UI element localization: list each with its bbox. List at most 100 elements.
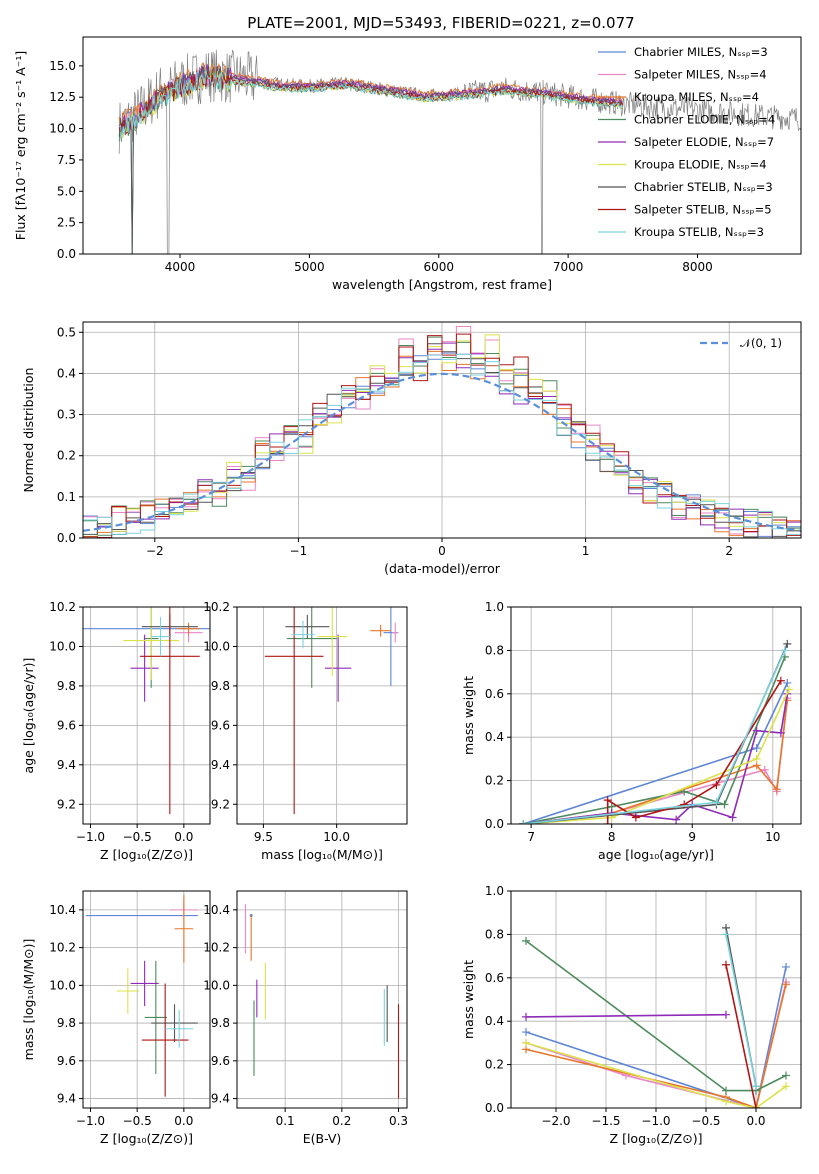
x-tick-label: 0.0	[174, 1114, 193, 1128]
plus-marker	[722, 1010, 730, 1019]
x-tick-label: 9	[688, 830, 696, 844]
x-axis-label: age [log₁₀(age/yr)]	[598, 847, 714, 862]
plot-area	[244, 904, 400, 1099]
x-axis-label: Z [log₁₀(Z/Z⊙)]	[100, 847, 193, 862]
figure-title: PLATE=2001, MJD=53493, FIBERID=0221, z=0…	[247, 14, 634, 32]
error-bar-point	[165, 1009, 194, 1048]
plus-marker	[722, 1086, 730, 1095]
x-tick-label: −0.5	[123, 830, 152, 844]
plus-marker	[760, 765, 769, 774]
y-tick-label: 0.8	[485, 643, 504, 657]
error-bar-point	[317, 607, 347, 677]
y-tick-label: 0.0	[485, 817, 504, 831]
x-tick-label: −0.5	[123, 1114, 152, 1128]
x-tick-label: 1	[582, 544, 590, 558]
y-tick-label: 10.2	[49, 941, 76, 955]
plot-area	[118, 49, 801, 254]
plus-marker	[603, 820, 612, 824]
y-axis-label: mass weight	[461, 676, 476, 755]
axes-frame	[236, 890, 408, 1109]
panel-age-vs-mass: 9.5 10.0 9.2 9.4 9.6 9.8 10.0 10.2 mass [log₁₀(M…	[203, 600, 408, 862]
error-bar-point	[116, 968, 140, 1014]
plus-marker	[752, 1082, 760, 1091]
x-axis-label: Z [log₁₀(Z/Z⊙)]	[610, 1131, 703, 1146]
y-tick-label: 10.2	[49, 600, 76, 614]
x-tick-label: 10	[765, 830, 780, 844]
y-tick-label: 0.2	[485, 774, 504, 788]
mass-weight-line	[725, 964, 757, 1108]
axes-frame	[236, 606, 408, 825]
x-axis-label: mass [log₁₀(M/M⊙)]	[261, 847, 383, 862]
y-tick-label: 10.2	[203, 600, 230, 614]
y-tick-label: 1.0	[485, 884, 504, 898]
error-bar-point	[264, 607, 324, 815]
axes-frame	[82, 890, 211, 1109]
spectrum-model-line	[118, 69, 623, 254]
y-tick-label: 7.5	[57, 153, 76, 167]
legend-label: Salpeter ELODIE, Nₛₛₚ=7	[634, 135, 774, 149]
y-tick-label: 0.2	[57, 449, 76, 463]
y-tick-label: 9.8	[211, 1016, 230, 1030]
plus-marker	[519, 820, 528, 824]
x-tick-label: −0.5	[691, 1114, 720, 1128]
plus-marker	[752, 1104, 760, 1108]
x-tick-label: −1.0	[641, 1114, 670, 1128]
mass-weight-line	[523, 689, 790, 824]
error-bar-point	[151, 616, 170, 657]
plus-marker	[603, 796, 612, 805]
y-tick-label: 9.8	[211, 679, 230, 693]
y-tick-label: 9.4	[211, 758, 230, 772]
error-bar-point	[291, 620, 315, 649]
axes-frame	[82, 606, 211, 825]
plus-marker	[522, 1012, 530, 1021]
y-tick-label: 10.2	[203, 941, 230, 955]
panel-massweight-vs-age: 7 8 9 10 0.0 0.2 0.4 0.6 0.8 1.0 age [log₁₀(age/yr…	[461, 600, 802, 862]
plus-marker	[720, 800, 729, 809]
plus-marker	[728, 813, 737, 822]
mass-weight-line	[725, 934, 757, 1087]
y-tick-label: 10.4	[49, 903, 76, 917]
y-tick-label: 9.2	[57, 797, 76, 811]
y-tick-label: 10.0	[203, 639, 230, 653]
plot-area	[522, 923, 790, 1108]
x-tick-label: 6000	[423, 260, 454, 274]
error-bar-point	[141, 983, 189, 1097]
y-tick-label: 1.0	[485, 600, 504, 614]
mass-weight-line	[525, 1042, 787, 1108]
y-axis-label: mass [log₁₀(M/M⊙)]	[21, 939, 36, 1061]
mass-weight-line	[525, 1013, 727, 1018]
y-tick-label: 10.0	[49, 978, 76, 992]
panel-mass-vs-ebv: 0.1 0.2 0.3 9.4 9.6 9.8 10.0 10.2 10.4 E(B-V)	[203, 890, 408, 1146]
y-tick-label: 15.0	[49, 59, 76, 73]
legend: Chabrier MILES, Nₛₛₚ=3 Salpeter MILES, Nₛ…	[598, 45, 775, 239]
x-tick-label: 7000	[553, 260, 584, 274]
plus-marker	[752, 726, 761, 735]
mass-weight-line	[525, 966, 787, 1108]
x-tick-label: 8	[608, 830, 616, 844]
y-tick-label: 9.4	[57, 1092, 76, 1106]
y-tick-label: 10.0	[49, 639, 76, 653]
error-bar-point	[177, 622, 200, 635]
y-tick-label: 9.8	[57, 1016, 76, 1030]
plot-area	[264, 607, 399, 815]
plot-area	[85, 894, 198, 1097]
y-tick-label: 0.4	[57, 366, 76, 380]
y-tick-label: 0.4	[485, 730, 504, 744]
y-tick-label: 9.6	[211, 1054, 230, 1068]
y-tick-label: 0.6	[485, 687, 504, 701]
legend-label: Kroupa STELIB, Nₛₛₚ=3	[634, 225, 764, 239]
plus-marker	[772, 785, 781, 794]
plot-area	[519, 639, 793, 824]
plus-marker	[522, 1028, 530, 1037]
plus-marker	[522, 1038, 530, 1047]
plus-marker	[752, 744, 761, 753]
x-tick-label: −2	[146, 544, 164, 558]
x-tick-label: 5000	[294, 260, 325, 274]
plus-marker	[776, 676, 785, 685]
error-bar-point	[174, 894, 194, 963]
y-axis-label: Normed distribution	[21, 368, 36, 493]
panel-age-vs-Z: −1.0 −0.5 0.0 9.2 9.4 9.6 9.8 10.0 10.2 Z [log₁₀(…	[21, 600, 211, 862]
plus-marker	[782, 962, 790, 971]
